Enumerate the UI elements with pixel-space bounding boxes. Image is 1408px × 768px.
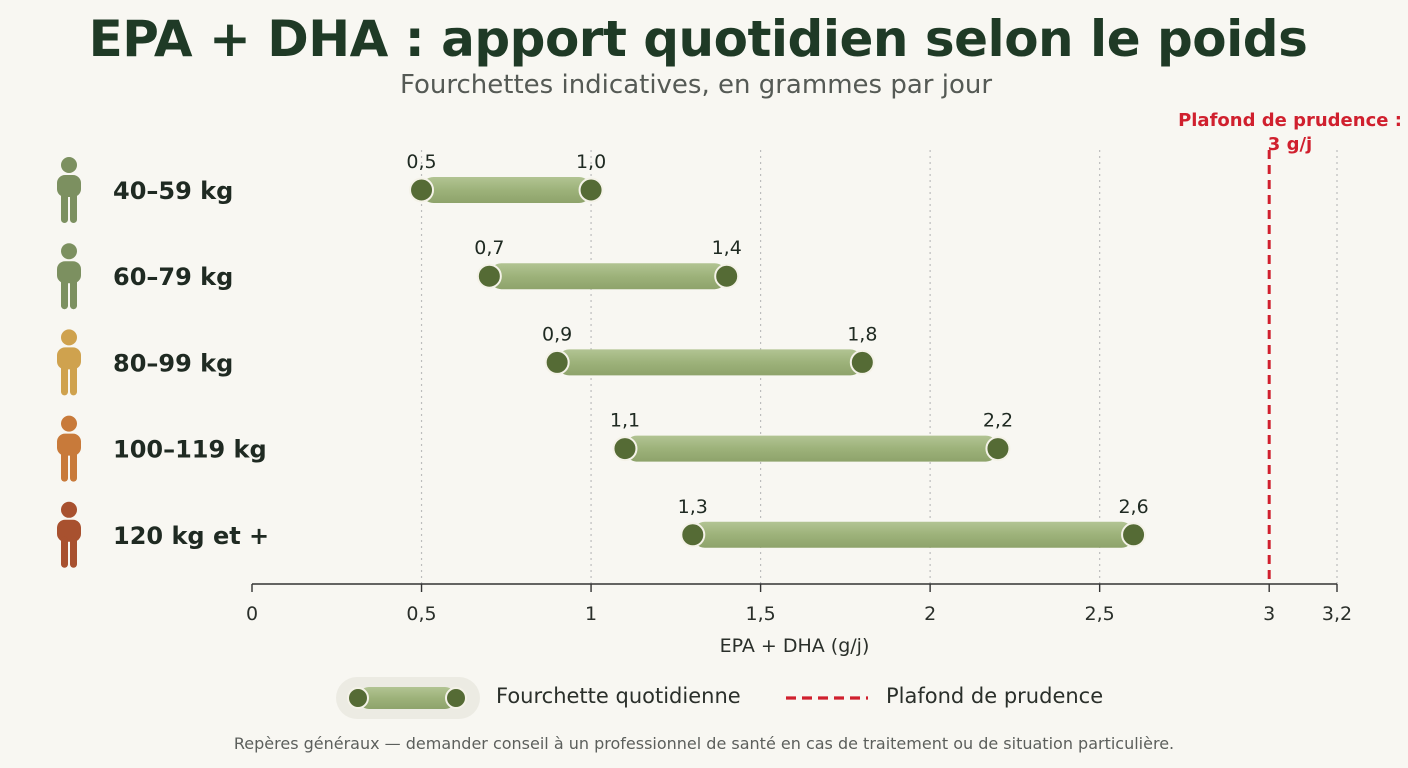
low-value-label: 1,3 bbox=[678, 496, 708, 518]
x-tick-label: 2 bbox=[924, 603, 936, 625]
low-value-label: 0,9 bbox=[542, 323, 572, 345]
x-axis-label: EPA + DHA (g/j) bbox=[720, 635, 870, 657]
range-high-dot bbox=[1121, 522, 1147, 548]
person-icon bbox=[70, 192, 77, 223]
person-icon bbox=[57, 347, 81, 370]
person-icon bbox=[57, 433, 81, 456]
person-icon bbox=[57, 519, 81, 542]
legend-range-swatch bbox=[358, 687, 456, 709]
high-value-label: 2,2 bbox=[983, 410, 1013, 432]
range-bar bbox=[421, 177, 592, 203]
legend-range-label: Fourchette quotidienne bbox=[496, 684, 741, 708]
reference-label-line1: Plafond de prudence : bbox=[1178, 110, 1402, 131]
category-label: 60–79 kg bbox=[113, 263, 233, 291]
range-low-dot bbox=[409, 177, 435, 203]
range-high-dot bbox=[714, 263, 740, 289]
person-icon bbox=[61, 157, 77, 173]
high-value-label: 1,8 bbox=[847, 323, 877, 345]
range-bar bbox=[624, 435, 998, 462]
person-icon bbox=[61, 536, 68, 568]
person-icon bbox=[61, 243, 77, 260]
high-value-label: 1,4 bbox=[712, 237, 742, 259]
x-tick-label: 1,5 bbox=[745, 603, 775, 625]
range-bar bbox=[692, 521, 1134, 548]
x-tick-label: 2,5 bbox=[1085, 603, 1115, 625]
legend-range-dot bbox=[445, 687, 467, 709]
legend-cap-label: Plafond de prudence bbox=[886, 684, 1104, 708]
footnote: Repères généraux — demander conseil à un… bbox=[233, 734, 1175, 753]
low-value-label: 0,5 bbox=[406, 151, 436, 173]
person-icon bbox=[57, 261, 81, 284]
range-low-dot bbox=[612, 436, 638, 462]
category-label: 40–59 kg bbox=[113, 177, 233, 205]
person-icon bbox=[70, 364, 77, 396]
person-icon bbox=[70, 278, 77, 310]
x-tick-label: 3,2 bbox=[1322, 603, 1352, 625]
range-low-dot bbox=[680, 522, 706, 548]
person-icon bbox=[61, 192, 68, 223]
person-icon bbox=[61, 329, 77, 346]
person-icon bbox=[61, 278, 68, 310]
low-value-label: 0,7 bbox=[474, 237, 504, 259]
category-label: 120 kg et + bbox=[113, 522, 269, 550]
high-value-label: 2,6 bbox=[1118, 496, 1148, 518]
low-value-label: 1,1 bbox=[610, 410, 640, 432]
range-high-dot bbox=[985, 436, 1011, 462]
person-icon bbox=[61, 415, 77, 432]
category-label: 80–99 kg bbox=[113, 349, 233, 377]
person-icon bbox=[57, 175, 81, 197]
category-label: 100–119 kg bbox=[113, 436, 267, 464]
x-tick-label: 3 bbox=[1263, 603, 1275, 625]
person-icon bbox=[61, 501, 77, 518]
person-icon bbox=[70, 450, 77, 482]
legend-range-dot bbox=[347, 687, 369, 709]
chart-title: EPA + DHA : apport quotidien selon le po… bbox=[88, 10, 1308, 68]
range-high-dot bbox=[578, 177, 604, 203]
x-tick-label: 0,5 bbox=[406, 603, 436, 625]
range-low-dot bbox=[544, 349, 570, 375]
reference-label-line2: 3 g/j bbox=[1268, 134, 1312, 155]
high-value-label: 1,0 bbox=[576, 151, 606, 173]
range-bar bbox=[557, 349, 863, 376]
range-high-dot bbox=[849, 349, 875, 375]
x-tick-label: 0 bbox=[246, 603, 258, 625]
x-tick-label: 1 bbox=[585, 603, 597, 625]
person-icon bbox=[61, 450, 68, 482]
chart-subtitle: Fourchettes indicatives, en grammes par … bbox=[399, 70, 993, 100]
person-icon bbox=[61, 364, 68, 396]
range-low-dot bbox=[476, 263, 502, 289]
person-icon bbox=[70, 536, 77, 568]
range-bar bbox=[489, 263, 727, 290]
